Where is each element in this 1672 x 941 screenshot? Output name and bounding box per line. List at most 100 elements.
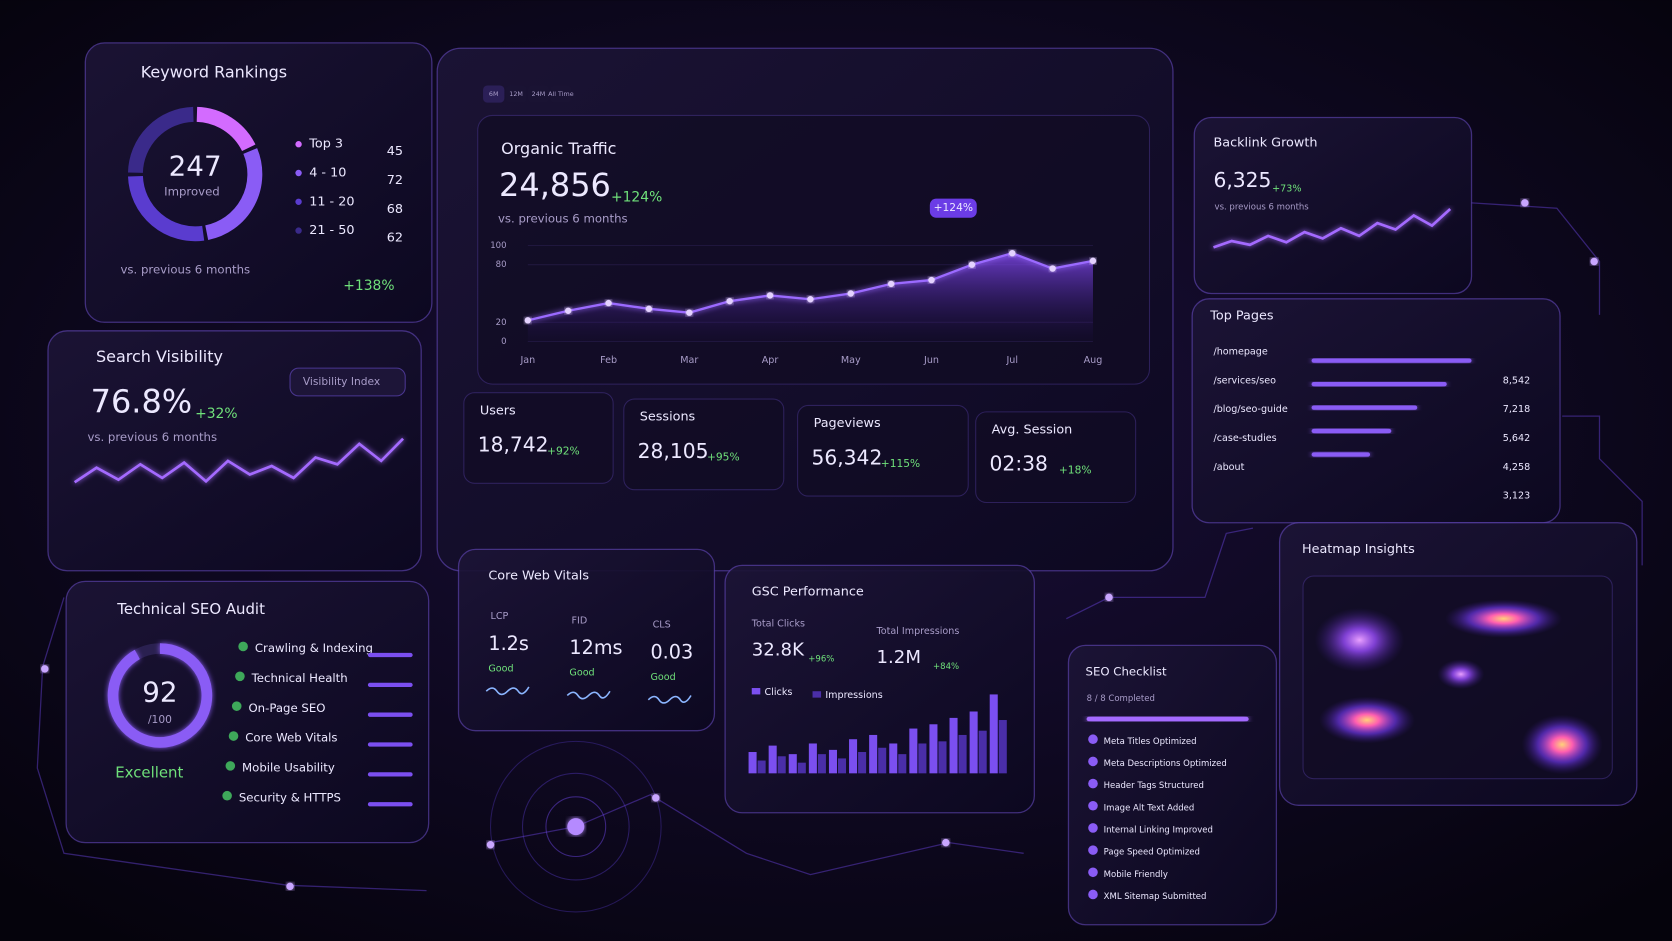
page-label: /about bbox=[1213, 462, 1244, 473]
check-icon bbox=[222, 790, 232, 801]
check-bar bbox=[367, 652, 413, 658]
bar bbox=[817, 754, 826, 774]
check-label: Core Web Vitals bbox=[245, 731, 337, 745]
bar bbox=[989, 694, 998, 774]
check-label: Meta Titles Optimized bbox=[1104, 737, 1197, 747]
point bbox=[968, 261, 976, 268]
vital-wave bbox=[566, 690, 611, 700]
metric-value: 24,856 bbox=[499, 166, 611, 204]
check-icon bbox=[228, 731, 239, 741]
subtitle: vs. previous 6 months bbox=[1215, 203, 1310, 213]
bar bbox=[777, 756, 786, 774]
value-label: 8,542 bbox=[1503, 375, 1530, 386]
donut-segment bbox=[127, 106, 194, 174]
point bbox=[928, 276, 935, 284]
footer: vs. previous 6 months bbox=[120, 263, 250, 277]
check-bar bbox=[367, 772, 413, 777]
point bbox=[565, 307, 572, 314]
bar bbox=[929, 724, 938, 774]
backlink-growth-panel bbox=[1193, 116, 1473, 295]
metric-label: Users bbox=[480, 403, 516, 418]
bar bbox=[1311, 428, 1392, 434]
page-label: /case-studies bbox=[1213, 433, 1276, 444]
value-label: 7,218 bbox=[1503, 404, 1530, 415]
page-label: /homepage bbox=[1213, 347, 1267, 358]
donut-segment bbox=[204, 148, 263, 240]
check-icon bbox=[225, 761, 236, 771]
check-label: Header Tags Structured bbox=[1104, 781, 1204, 791]
bar bbox=[969, 711, 978, 774]
core-web-vitals-panel bbox=[457, 548, 716, 732]
x-tick-label: Apr bbox=[762, 355, 779, 366]
area bbox=[527, 253, 1093, 342]
vital-value: 0.03 bbox=[650, 640, 693, 663]
period-label[interactable]: 12M bbox=[509, 90, 523, 98]
metric-value: 76.8% bbox=[91, 382, 193, 420]
heatmap-blob bbox=[1319, 696, 1416, 744]
progress-label: 8 / 8 Completed bbox=[1087, 694, 1155, 704]
check-label: On-Page SEO bbox=[248, 701, 325, 715]
metric-label: Pageviews bbox=[814, 416, 881, 431]
bar bbox=[978, 730, 987, 774]
change: +95% bbox=[707, 451, 740, 464]
y-tick-label: 20 bbox=[496, 318, 507, 328]
change: +96% bbox=[808, 655, 834, 665]
period-tab[interactable] bbox=[550, 85, 572, 103]
legend-label: Top 3 bbox=[308, 137, 343, 152]
metric-value: 6,325 bbox=[1213, 168, 1271, 192]
button[interactable] bbox=[289, 367, 406, 397]
period-tab[interactable] bbox=[483, 85, 505, 103]
period-label[interactable]: 6M bbox=[489, 90, 499, 98]
panel-title: Search Visibility bbox=[96, 347, 223, 366]
vital-status: Good bbox=[650, 672, 675, 683]
score-max: /100 bbox=[148, 713, 172, 726]
bar bbox=[837, 758, 847, 774]
check-label: Mobile Friendly bbox=[1104, 870, 1168, 880]
total-label: Improved bbox=[164, 185, 220, 199]
metric-label: Total Impressions bbox=[876, 626, 960, 637]
bar bbox=[797, 762, 806, 774]
search-visibility-panel bbox=[47, 330, 422, 572]
period-tab[interactable] bbox=[527, 85, 550, 103]
point bbox=[887, 280, 895, 288]
x-tick-label: Feb bbox=[600, 355, 617, 366]
y-tick-label: 0 bbox=[501, 337, 506, 347]
button-label[interactable]: Visibility Index bbox=[303, 375, 380, 388]
legend-label: 4 - 10 bbox=[309, 165, 346, 180]
bar bbox=[849, 739, 858, 774]
period-tab[interactable] bbox=[505, 85, 527, 103]
panel-title: Core Web Vitals bbox=[488, 569, 589, 584]
bar bbox=[1311, 452, 1371, 457]
bar bbox=[748, 752, 757, 774]
point bbox=[847, 290, 854, 297]
vital-label: FID bbox=[572, 615, 588, 626]
bar bbox=[958, 734, 967, 774]
point bbox=[726, 297, 733, 305]
legend-label: Impressions bbox=[825, 690, 882, 701]
check-icon bbox=[1088, 800, 1098, 811]
check-icon bbox=[1088, 778, 1098, 789]
point bbox=[766, 292, 774, 299]
period-label[interactable]: All Time bbox=[548, 90, 574, 98]
bar bbox=[918, 743, 927, 774]
x-tick-label: Mar bbox=[680, 355, 698, 366]
change: +18% bbox=[1059, 464, 1092, 477]
page-label: /blog/seo-guide bbox=[1213, 404, 1287, 415]
period-label[interactable]: 24M bbox=[532, 90, 546, 98]
bar bbox=[938, 741, 947, 774]
legend-value: 62 bbox=[387, 231, 403, 246]
point bbox=[1009, 249, 1016, 257]
point bbox=[645, 305, 653, 313]
metric-label: Sessions bbox=[640, 410, 696, 425]
check-bar bbox=[367, 802, 413, 807]
check-label: Mobile Usability bbox=[242, 761, 335, 775]
vital-wave bbox=[647, 695, 692, 704]
sparkline bbox=[1213, 208, 1452, 249]
vital-wave bbox=[485, 686, 530, 696]
vital-status: Good bbox=[488, 663, 513, 674]
bar bbox=[858, 752, 867, 774]
legend-value: 68 bbox=[387, 202, 403, 217]
legend-dot bbox=[295, 227, 302, 234]
check-bar bbox=[367, 742, 413, 747]
